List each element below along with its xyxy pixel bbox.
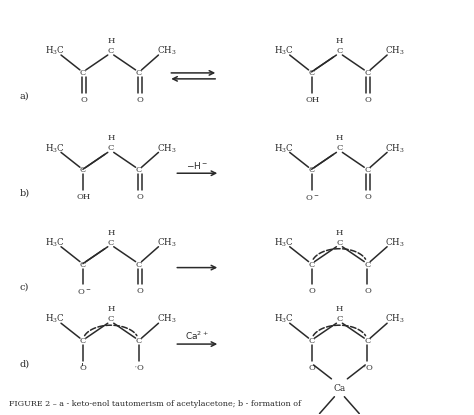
Text: FIGURE 2 – a - keto-enol tautomerism of acetylacetone; b - formation of: FIGURE 2 – a - keto-enol tautomerism of … xyxy=(9,400,301,408)
Text: C: C xyxy=(309,166,315,174)
Text: O: O xyxy=(80,364,86,372)
Text: C: C xyxy=(364,166,370,174)
Text: O: O xyxy=(308,364,315,372)
Text: C: C xyxy=(108,144,114,152)
Text: C: C xyxy=(309,69,315,77)
Text: C: C xyxy=(136,69,142,77)
Text: $\mathregular{H_3C}$: $\mathregular{H_3C}$ xyxy=(45,313,65,325)
Text: C: C xyxy=(364,337,370,345)
Text: H: H xyxy=(107,37,114,45)
Text: C: C xyxy=(136,261,142,269)
Text: C: C xyxy=(108,239,114,247)
Text: $\mathregular{H_3C}$: $\mathregular{H_3C}$ xyxy=(274,45,293,57)
Text: C: C xyxy=(136,166,142,174)
Text: $\mathregular{CH_3}$: $\mathregular{CH_3}$ xyxy=(385,45,405,57)
Text: $\mathregular{H_3C}$: $\mathregular{H_3C}$ xyxy=(45,45,65,57)
Text: $\mathregular{H_3C}$: $\mathregular{H_3C}$ xyxy=(45,237,65,249)
Text: $\mathregular{H_3C}$: $\mathregular{H_3C}$ xyxy=(274,313,293,325)
Text: $\mathregular{CH_3}$: $\mathregular{CH_3}$ xyxy=(385,142,405,155)
Text: C: C xyxy=(108,315,114,323)
Text: O: O xyxy=(136,96,143,104)
Text: $\mathregular{CH_3}$: $\mathregular{CH_3}$ xyxy=(385,313,405,325)
Text: OH: OH xyxy=(77,193,91,201)
Text: O: O xyxy=(308,288,315,295)
Text: d): d) xyxy=(19,359,29,369)
Text: H: H xyxy=(107,229,114,237)
Text: C: C xyxy=(136,337,142,345)
Text: $\mathregular{^{,}O}$: $\mathregular{^{,}O}$ xyxy=(363,364,374,372)
Text: C: C xyxy=(309,337,315,345)
Text: O: O xyxy=(136,193,143,201)
Text: C: C xyxy=(336,47,343,55)
Text: O: O xyxy=(81,96,87,104)
Text: C: C xyxy=(80,337,86,345)
Text: OH: OH xyxy=(305,96,319,104)
Text: C: C xyxy=(336,239,343,247)
Text: C: C xyxy=(336,315,343,323)
Text: $\mathregular{H_3C}$: $\mathregular{H_3C}$ xyxy=(274,237,293,249)
Text: $\mathregular{O^-}$: $\mathregular{O^-}$ xyxy=(305,193,320,202)
Text: O: O xyxy=(365,193,372,201)
Text: $\mathregular{CH_3}$: $\mathregular{CH_3}$ xyxy=(385,237,405,249)
Text: O: O xyxy=(365,288,372,295)
Text: $\mathrm{Ca}^{2+}$: $\mathrm{Ca}^{2+}$ xyxy=(185,330,209,342)
Text: O: O xyxy=(136,288,143,295)
Text: b): b) xyxy=(19,188,29,198)
Text: $\mathregular{CH_3}$: $\mathregular{CH_3}$ xyxy=(156,142,176,155)
Text: H: H xyxy=(336,134,343,142)
Text: $\mathregular{CH_3}$: $\mathregular{CH_3}$ xyxy=(156,237,176,249)
Text: H: H xyxy=(107,134,114,142)
Text: H: H xyxy=(336,229,343,237)
Text: $\mathregular{CH_3}$: $\mathregular{CH_3}$ xyxy=(156,45,176,57)
Text: c): c) xyxy=(19,283,28,292)
Text: C: C xyxy=(364,261,370,269)
Text: C: C xyxy=(108,47,114,55)
Text: $\mathregular{O^-}$: $\mathregular{O^-}$ xyxy=(77,287,91,296)
Text: H: H xyxy=(336,37,343,45)
Text: C: C xyxy=(80,69,86,77)
Text: $\mathregular{^{,}O}$: $\mathregular{^{,}O}$ xyxy=(134,364,145,372)
Text: $\mathregular{H_3C}$: $\mathregular{H_3C}$ xyxy=(274,142,293,155)
Text: $\mathregular{CH_3}$: $\mathregular{CH_3}$ xyxy=(156,313,176,325)
Text: C: C xyxy=(80,166,86,174)
Text: C: C xyxy=(80,261,86,269)
Text: $\mathregular{H_3C}$: $\mathregular{H_3C}$ xyxy=(45,142,65,155)
Text: $-\mathrm{H}^-$: $-\mathrm{H}^-$ xyxy=(186,160,209,171)
Text: H: H xyxy=(107,305,114,313)
Text: H: H xyxy=(336,305,343,313)
Text: Ca: Ca xyxy=(333,384,346,393)
Text: O: O xyxy=(365,96,372,104)
Text: C: C xyxy=(336,144,343,152)
Text: C: C xyxy=(364,69,370,77)
Text: C: C xyxy=(309,261,315,269)
Text: a): a) xyxy=(19,91,29,100)
Text: ': ' xyxy=(82,363,84,373)
